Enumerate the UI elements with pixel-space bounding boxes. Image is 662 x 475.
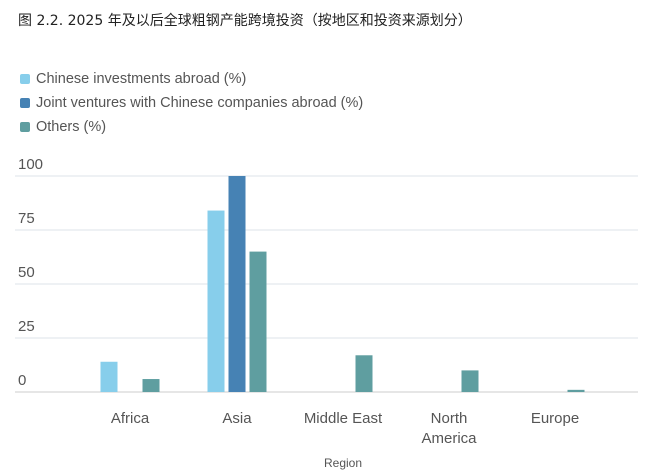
figure-title: 图 2.2. 2025 年及以后全球粗钢产能跨境投资（按地区和投资来源划分） [18,13,472,29]
legend-swatch [20,74,30,84]
y-tick-label: 75 [18,210,35,227]
legend: Chinese investments abroad (%) Joint vent… [20,67,363,139]
x-tick-label: Europe [531,410,579,427]
bar [228,176,246,392]
legend-label: Joint ventures with Chinese companies ab… [36,95,364,111]
x-tick-label: Africa [111,410,150,427]
x-tick-label: Middle East [304,410,383,427]
legend-label: Others (%) [36,119,107,135]
bar [207,210,225,392]
y-tick-label: 0 [18,372,26,389]
legend-swatch [20,122,30,132]
bar [355,355,373,392]
legend-item: Joint ventures with Chinese companies ab… [20,91,363,115]
y-tick-label: 25 [18,318,35,335]
legend-item: Others (%) [20,115,363,139]
bar [461,370,479,392]
x-tick-label: Asia [222,410,252,427]
x-axis-title: Region [324,456,362,470]
legend-item: Chinese investments abroad (%) [20,67,363,91]
x-tick-label: America [421,430,477,447]
y-tick-label: 50 [18,264,35,281]
legend-label: Chinese investments abroad (%) [36,71,247,87]
bar [567,389,585,392]
bar [142,379,160,392]
legend-swatch [20,98,30,108]
x-tick-label: North [431,410,468,427]
y-tick-label: 100 [18,156,43,173]
bar [100,361,118,392]
bar [249,251,267,392]
